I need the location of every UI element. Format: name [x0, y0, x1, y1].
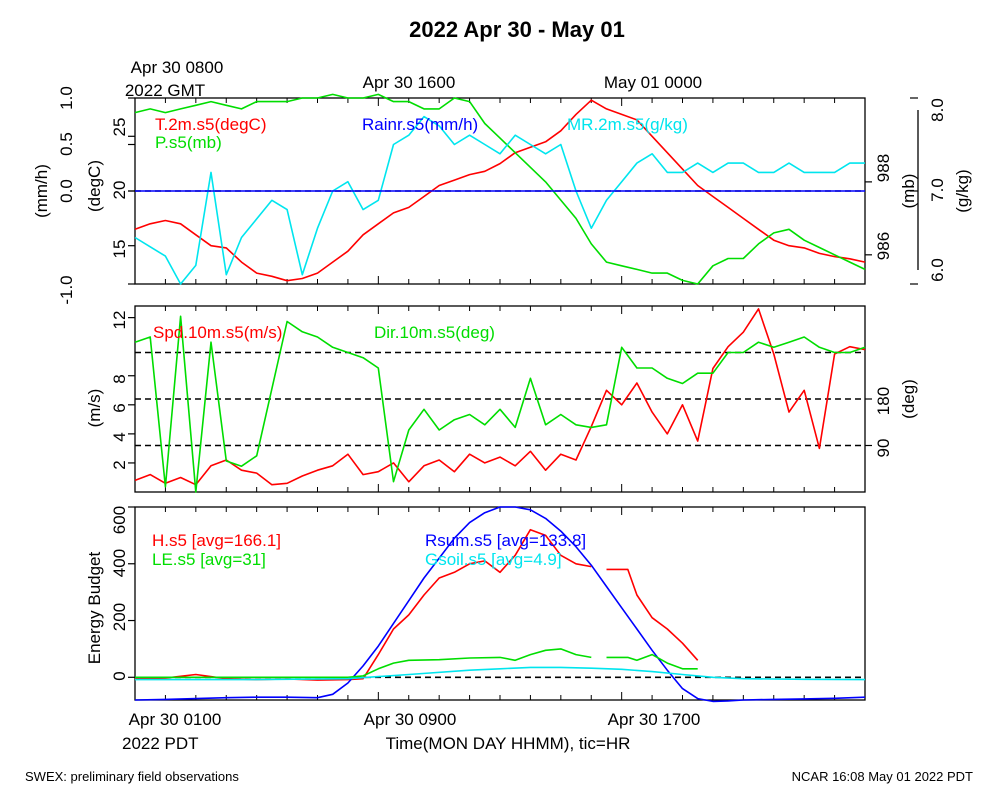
- panel-meteorology: T.2m.s5(degC) P.s5(mb) Rainr.s5(mm/h) MR…: [32, 86, 972, 304]
- bottom-axis-first-label-sub: 2022 PDT: [122, 734, 199, 753]
- y-tick-label: 6: [110, 403, 129, 412]
- x-axis-label: Time(MON DAY HHMM), tic=HR: [386, 734, 631, 753]
- footer-timestamp: NCAR 16:08 May 01 2022 PDT: [792, 769, 973, 784]
- y-tick-label: 2: [110, 460, 129, 469]
- y-tick-label: 6.0: [928, 258, 947, 282]
- series-line-t-2m-s5-degc: [134, 99, 866, 282]
- y-axis-label-temperature: (degC): [85, 160, 104, 212]
- series-lines: [134, 506, 866, 703]
- legend-net-radiation: Rsum.s5 [avg=133.8]: [425, 531, 586, 550]
- axis-ticks: [910, 97, 918, 285]
- series-line-gsoil-s5-avg-4-9: [135, 666, 866, 681]
- y-tick-label: 8: [110, 374, 129, 383]
- bottom-axis-tick-label: Apr 30 1700: [608, 710, 701, 729]
- series-line-le-s5-avg-31: [135, 648, 698, 679]
- legend-sensible-heat: H.s5 [avg=166.1]: [152, 531, 281, 550]
- series-line-dir-10m-s5-deg: [134, 315, 866, 493]
- y-tick-label: 0.0: [57, 179, 76, 203]
- y-tick-label: 7.0: [928, 178, 947, 202]
- panel-energy: H.s5 [avg=166.1] LE.s5 [avg=31] Rsum.s5 …: [85, 506, 866, 703]
- legend-mixing-ratio: MR.2m.s5(g/kg): [567, 115, 688, 134]
- series-lines: [134, 308, 866, 493]
- y-tick-label: -1.0: [57, 275, 76, 304]
- y-tick-label: 25: [110, 118, 129, 137]
- legend-wind-speed: Spd.10m.s5(m/s): [153, 323, 282, 342]
- bottom-axis-tick-label: Apr 30 0900: [364, 710, 457, 729]
- y-axis-label-wind-speed: (m/s): [85, 389, 104, 428]
- footer-source-note: SWEX: preliminary field observations: [25, 769, 239, 784]
- top-axis-tick-label: Apr 30 1600: [363, 73, 456, 92]
- y-axis-label-pressure: (mb): [899, 174, 918, 209]
- series-line-mr-2m-s5-g-kg: [134, 115, 865, 285]
- y-axis-label-wind-direction: (deg): [899, 379, 918, 419]
- legend-pressure: P.s5(mb): [155, 133, 222, 152]
- top-axis-first-label-line1: Apr 30 0800: [131, 58, 224, 77]
- legend-temperature: T.2m.s5(degC): [155, 115, 266, 134]
- series-line-p-s5-mb: [134, 93, 866, 285]
- legend-soil-heat: Gsoil.s5 [avg=4.9]: [425, 550, 562, 569]
- y-tick-label: 12: [110, 311, 129, 330]
- y-tick-label: 4: [110, 432, 129, 441]
- y-tick-label: 90: [874, 439, 893, 458]
- y-tick-label: 986: [874, 232, 893, 260]
- legend-latent-heat: LE.s5 [avg=31]: [152, 550, 266, 569]
- y-tick-label: 0: [110, 671, 129, 680]
- y-axis-label-mixing-ratio: (g/kg): [953, 169, 972, 212]
- top-axis-tick-label: May 01 0000: [604, 73, 702, 92]
- y-axis-label-rain: (mm/h): [32, 164, 51, 218]
- y-axis-label-energy-budget: Energy Budget: [85, 551, 104, 664]
- y-tick-label: 0.5: [57, 132, 76, 156]
- top-axis-first-label-line2: 2022 GMT: [125, 81, 205, 100]
- y-tick-label: 8.0: [928, 98, 947, 122]
- y-tick-label: 200: [110, 603, 129, 631]
- bottom-axis-first-label: Apr 30 0100: [129, 710, 222, 729]
- y-tick-label: 988: [874, 154, 893, 182]
- legend-rain-rate: Rainr.s5(mm/h): [362, 115, 478, 134]
- series-line-rsum-s5-avg-133-8: [134, 506, 866, 703]
- legend-wind-direction: Dir.10m.s5(deg): [374, 323, 495, 342]
- y-tick-label: 180: [874, 387, 893, 415]
- y-tick-label: 20: [110, 181, 129, 200]
- y-tick-label: 1.0: [57, 86, 76, 110]
- y-tick-label: 600: [110, 506, 129, 534]
- y-tick-label: 15: [110, 240, 129, 259]
- series-lines: [134, 93, 866, 285]
- panel-wind: Spd.10m.s5(m/s) Dir.10m.s5(deg) 2 4 6 8 …: [85, 305, 918, 493]
- series-line-spd-10m-s5-m-s: [134, 308, 866, 486]
- chart-title: 2022 Apr 30 - May 01: [409, 17, 625, 42]
- y-tick-label: 400: [110, 549, 129, 577]
- axis-ticks: [128, 306, 872, 492]
